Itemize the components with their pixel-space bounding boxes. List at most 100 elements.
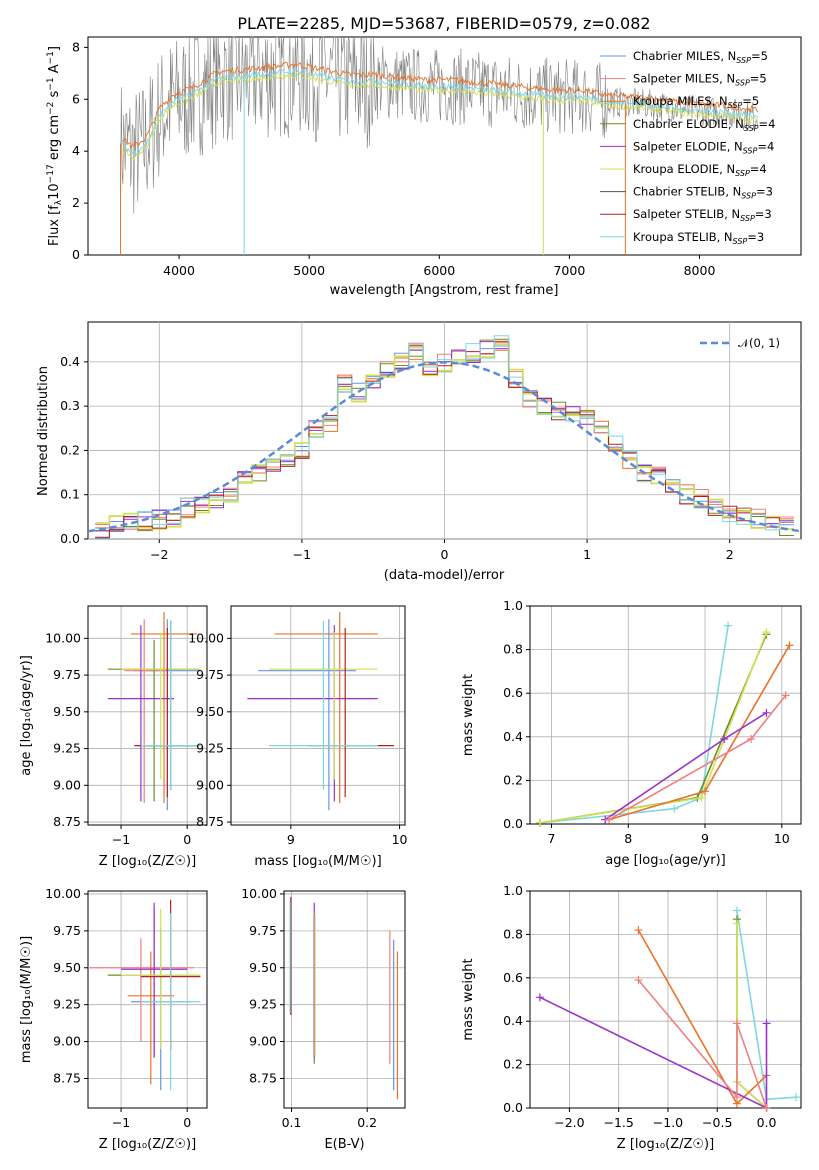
- ytick-label: 0.6: [503, 685, 523, 700]
- ytick-label: 0.6: [503, 970, 523, 985]
- spectrum-ylabel: Flux [fλ10−17 erg cm−2 s−1 A−1]: [46, 46, 64, 246]
- weight-marker: [720, 734, 729, 743]
- residual-histogram: [95, 335, 794, 531]
- residual-xtick-label: 0: [441, 547, 449, 562]
- ytick-label: 0.0: [503, 1100, 523, 1115]
- ytick-label: 9.50: [53, 704, 81, 719]
- axis-ylabel: age [log₁₀(age/yr)]: [19, 655, 34, 776]
- weight-marker: [792, 1093, 801, 1102]
- ytick-label: 1.0: [503, 598, 523, 613]
- residual-xlabel: (data-model)/error: [384, 568, 505, 583]
- weight-marker: [785, 641, 794, 650]
- weight-marker: [535, 993, 544, 1002]
- axis-xlabel: age [log₁₀(age/yr)]: [605, 853, 726, 868]
- residual-histogram: [95, 341, 794, 538]
- axis-ylabel: mass weight: [461, 958, 476, 1040]
- residual-xtick-label: 2: [726, 547, 734, 562]
- ytick-label: 9.00: [249, 1034, 277, 1049]
- xtick-label: 0.2: [357, 1115, 377, 1130]
- weight-vs-Z-panel: −2.0 −1.5 −1.0 −0.5 0.0 0.0 0.2 0.4 0.6 0.8 1.0 Z […: [461, 883, 802, 1152]
- weight-marker: [701, 787, 710, 796]
- axes-frame: [529, 605, 802, 825]
- spectrum-xtick-label: 7000: [553, 263, 585, 278]
- axes-frame: [283, 890, 406, 1109]
- weight-line: [608, 644, 791, 821]
- ytick-label: 8.75: [249, 1070, 277, 1085]
- weight-marker: [732, 1019, 741, 1028]
- ytick-label: 1.0: [503, 883, 523, 898]
- data-spectrum-line: [120, 36, 758, 214]
- weight-marker: [634, 926, 643, 935]
- ytick-label: 9.50: [53, 960, 81, 975]
- weight-marker: [605, 815, 614, 824]
- xtick-label: 9: [701, 831, 709, 846]
- residual-histograms: [87, 335, 802, 539]
- normal-curve: [87, 361, 802, 533]
- axis-xlabel: Z [log₁₀(Z/Z☉)]: [99, 854, 196, 869]
- legend-label: Kroupa ELODIE, NSSP=4: [633, 162, 767, 178]
- xtick-label: 10: [392, 832, 408, 847]
- residual-ylabel: Normed distribution: [36, 366, 51, 496]
- ytick-label: 9.25: [53, 997, 81, 1012]
- model-spectrum-line: [121, 61, 759, 150]
- residual-ytick-label: 0.3: [60, 398, 80, 413]
- legend-label: Chabrier MILES, NSSP=5: [633, 49, 768, 65]
- weight-marker: [762, 1019, 771, 1028]
- xtick-label: −1.0: [653, 1115, 683, 1130]
- weight-line: [637, 979, 768, 1109]
- spectrum-legend: Chabrier MILES, NSSP=5 Salpeter MILES, NS…: [600, 49, 775, 246]
- weight-marker: [697, 793, 706, 802]
- axes-frame: [87, 890, 208, 1109]
- residual-ytick-label: 0.1: [60, 487, 80, 502]
- spectrum-axes: [87, 36, 802, 256]
- residual-histogram: [95, 343, 794, 530]
- xtick-label: −2.0: [554, 1115, 584, 1130]
- ytick-label: 9.75: [53, 667, 81, 682]
- residual-xtick-label: 1: [583, 547, 591, 562]
- ytick-label: 10.00: [241, 886, 277, 901]
- spectrum-xtick-label: 8000: [684, 263, 716, 278]
- xtick-label: −1.5: [604, 1115, 634, 1130]
- spectrum-ytick-label: 2: [72, 195, 80, 210]
- ytick-label: 9.50: [249, 960, 277, 975]
- ytick-label: 0.4: [503, 1013, 523, 1028]
- spectrum-xtick-label: 4000: [163, 263, 195, 278]
- ytick-label: 8.75: [53, 1070, 81, 1085]
- ytick-label: 9.75: [53, 923, 81, 938]
- axes-frame: [230, 605, 406, 826]
- ytick-label: 0.8: [503, 926, 523, 941]
- weight-marker: [724, 621, 733, 630]
- legend-label: Kroupa STELIB, NSSP=3: [633, 230, 764, 246]
- weight-vs-age-panel: 7 8 9 10 0.0 0.2 0.4 0.6 0.8 1.0 age [log₁₀(age/yr…: [461, 598, 802, 868]
- xtick-label: −1: [112, 832, 130, 847]
- spectrum-ytick-label: 8: [72, 39, 80, 54]
- residual-ytick-label: 0.0: [60, 531, 80, 546]
- weight-marker: [535, 818, 544, 827]
- residual-xtick-label: −2: [150, 547, 168, 562]
- axis-ylabel: mass [log₁₀(M/M☉)]: [19, 936, 34, 1063]
- spectrum-ytick-label: 6: [72, 91, 80, 106]
- spectrum-xtick-label: 6000: [423, 263, 455, 278]
- weight-marker: [781, 691, 790, 700]
- axes-frame: [529, 890, 802, 1109]
- weight-marker: [762, 708, 771, 717]
- weight-line: [637, 929, 768, 1105]
- age-vs-Z-panel: −1 0 8.75 9.00 9.25 9.50 9.75 10.00 Z [log₁₀(Z/Z…: [19, 605, 208, 869]
- weight-marker: [747, 734, 756, 743]
- ytick-label: 9.25: [196, 741, 224, 756]
- xtick-label: 10: [774, 831, 790, 846]
- ytick-label: 8.75: [196, 814, 224, 829]
- axis-xlabel: Z [log₁₀(Z/Z☉)]: [99, 1137, 196, 1152]
- ytick-label: 0.2: [503, 772, 523, 787]
- legend-label: Kroupa MILES, NSSP=5: [633, 94, 759, 110]
- residual-xtick-label: −1: [293, 547, 311, 562]
- axis-xlabel: Z [log₁₀(Z/Z☉)]: [617, 1137, 714, 1152]
- residual-legend: 𝒩(0, 1): [700, 336, 780, 350]
- weight-marker: [762, 628, 771, 637]
- xtick-label: −1: [112, 1115, 130, 1130]
- xtick-label: −0.5: [702, 1115, 732, 1130]
- ytick-label: 0.4: [503, 729, 523, 744]
- weight-marker: [634, 975, 643, 984]
- axes-frame: [87, 605, 208, 826]
